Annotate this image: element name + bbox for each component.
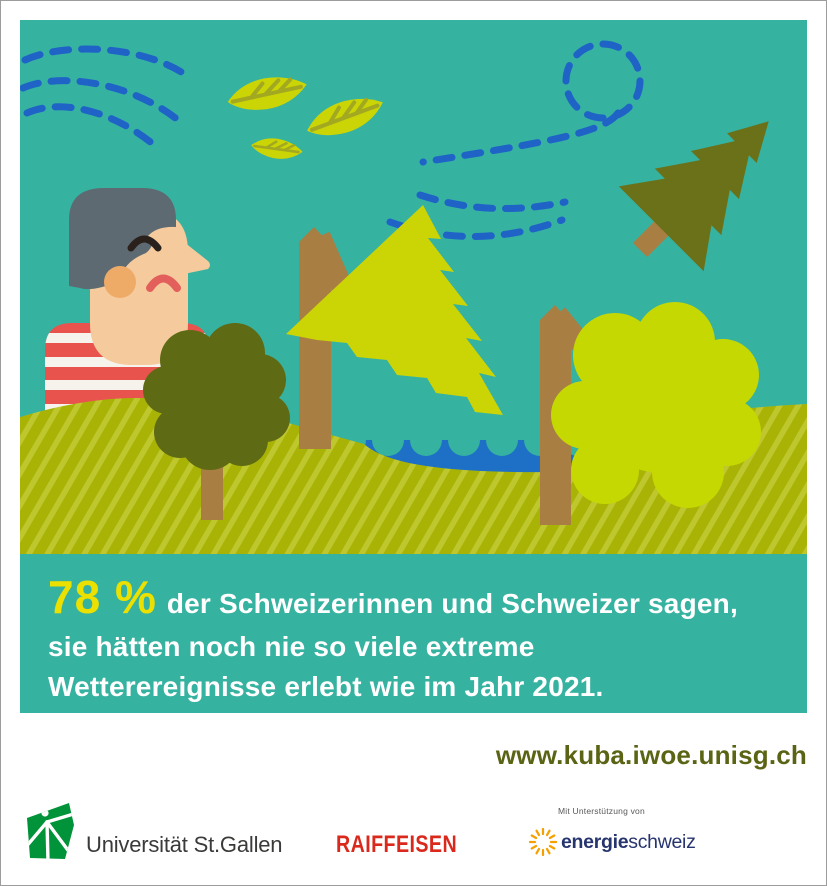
website-url: www.kuba.iwoe.unisg.ch bbox=[495, 740, 807, 770]
headline: 78 % der Schweizerinnen und Schweizer sag… bbox=[48, 574, 778, 707]
headline-line-1-text: der Schweizerinnen und Schweizer sagen, bbox=[166, 588, 738, 619]
wind-gust-icon bbox=[20, 45, 187, 154]
leaf-icon bbox=[251, 138, 303, 159]
man-hair bbox=[69, 188, 176, 290]
wind-swirl-icon bbox=[386, 40, 644, 240]
energie-bold: energie bbox=[561, 830, 629, 853]
man-eye bbox=[127, 235, 162, 252]
sun-icon bbox=[529, 828, 557, 856]
flying-pine-tree bbox=[618, 121, 769, 272]
headline-line-2: sie hätten noch nie so viele extreme bbox=[48, 631, 535, 662]
support-label: Mit Unterstützung von bbox=[558, 806, 645, 816]
man-mouth bbox=[146, 274, 181, 292]
raiffeisen-logo: RAIFFEISEN bbox=[336, 831, 458, 858]
unisg-label: Universität St.Gallen bbox=[86, 832, 283, 857]
storm-illustration bbox=[20, 40, 807, 554]
stat-value: 78 % bbox=[48, 571, 157, 623]
illustration-panel: 78 % der Schweizerinnen und Schweizer sag… bbox=[20, 20, 807, 713]
headline-line-1: 78 % der Schweizerinnen und Schweizer sag… bbox=[48, 574, 778, 627]
bush bbox=[551, 302, 761, 508]
deciduous-tree bbox=[143, 323, 290, 520]
man-nose bbox=[184, 242, 210, 274]
energieschweiz-wordmark: energieschweiz bbox=[561, 831, 696, 854]
leaf-icon bbox=[307, 97, 383, 136]
headline-line-3: Wetterereignisse erlebt wie im Jahr 2021… bbox=[48, 671, 604, 702]
energieschweiz-logo: Mit Unterstützung von energieschweiz bbox=[529, 806, 696, 856]
fallen-pine-tree bbox=[286, 205, 503, 415]
man-cheek bbox=[104, 266, 136, 298]
unisg-logo-icon bbox=[27, 803, 74, 859]
energie-regular: schweiz bbox=[628, 830, 696, 853]
leaf-icon bbox=[227, 77, 307, 110]
unisg-logo: Universität St.Gallen bbox=[23, 801, 283, 861]
